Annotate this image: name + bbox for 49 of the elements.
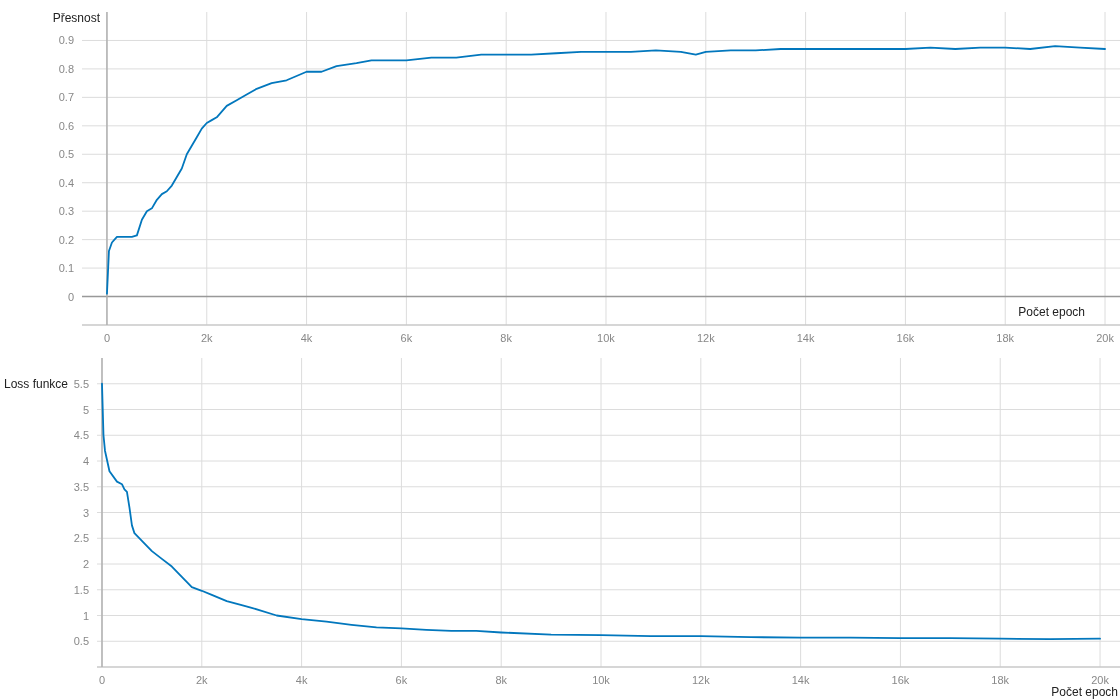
y-axis-title: Loss funkce xyxy=(3,377,69,391)
x-axis-title: Počet epoch xyxy=(1018,305,1085,319)
y-tick-label: 0.1 xyxy=(58,262,74,275)
y-tick-label: 0 xyxy=(67,290,74,303)
y-tick-label: 0.4 xyxy=(58,176,74,189)
y-tick-label: 2 xyxy=(82,558,89,570)
line-series xyxy=(106,45,1106,295)
x-tick-label: 18k xyxy=(991,674,1010,686)
x-tick-label: 4k xyxy=(300,332,313,344)
x-tick-label: 10k xyxy=(597,332,616,344)
y-tick-label: 3 xyxy=(82,506,89,519)
y-tick-label: 4 xyxy=(82,455,89,467)
y-tick-label: 0.9 xyxy=(58,34,74,47)
x-tick-label: 2k xyxy=(200,332,214,344)
x-tick-label: 20k xyxy=(1091,674,1110,686)
x-tick-label: 16k xyxy=(896,332,915,344)
x-tick-label: 0 xyxy=(98,674,106,686)
x-tick-label: 16k xyxy=(891,674,910,686)
y-tick-label: 5 xyxy=(82,403,89,416)
x-tick-label: 0 xyxy=(103,332,111,344)
x-tick-label: 10k xyxy=(592,674,611,686)
y-tick-label: 0.6 xyxy=(58,119,74,132)
y-tick-label: 0.3 xyxy=(58,205,74,218)
x-axis-title: Počet epoch xyxy=(1051,685,1118,699)
y-tick-label: 2.5 xyxy=(73,532,89,545)
y-tick-label: 3.5 xyxy=(73,480,89,493)
x-tick-label: 20k xyxy=(1096,332,1115,344)
y-tick-label: 4.5 xyxy=(73,429,89,442)
y-tick-label: 0.5 xyxy=(58,148,74,161)
x-tick-label: 12k xyxy=(691,674,711,686)
y-tick-label: 5.5 xyxy=(73,377,89,390)
x-tick-label: 8k xyxy=(500,332,513,344)
x-tick-label: 2k xyxy=(195,674,209,686)
y-tick-label: 0.8 xyxy=(58,62,74,75)
y-axis-title: Přesnost xyxy=(52,11,101,25)
x-tick-label: 8k xyxy=(495,674,508,686)
x-tick-label: 14k xyxy=(796,332,815,344)
x-tick-label: 4k xyxy=(295,674,308,686)
x-tick-label: 12k xyxy=(696,332,716,344)
y-tick-label: 0.5 xyxy=(73,635,89,648)
y-tick-label: 1.5 xyxy=(73,583,89,596)
y-tick-label: 1 xyxy=(82,609,89,622)
y-tick-label: 0.2 xyxy=(58,233,74,246)
x-tick-label: 14k xyxy=(791,674,810,686)
y-tick-label: 0.7 xyxy=(58,91,74,104)
x-tick-label: 6k xyxy=(400,332,413,344)
x-tick-label: 6k xyxy=(395,674,408,686)
x-tick-label: 18k xyxy=(996,332,1015,344)
line-series xyxy=(101,382,1101,641)
